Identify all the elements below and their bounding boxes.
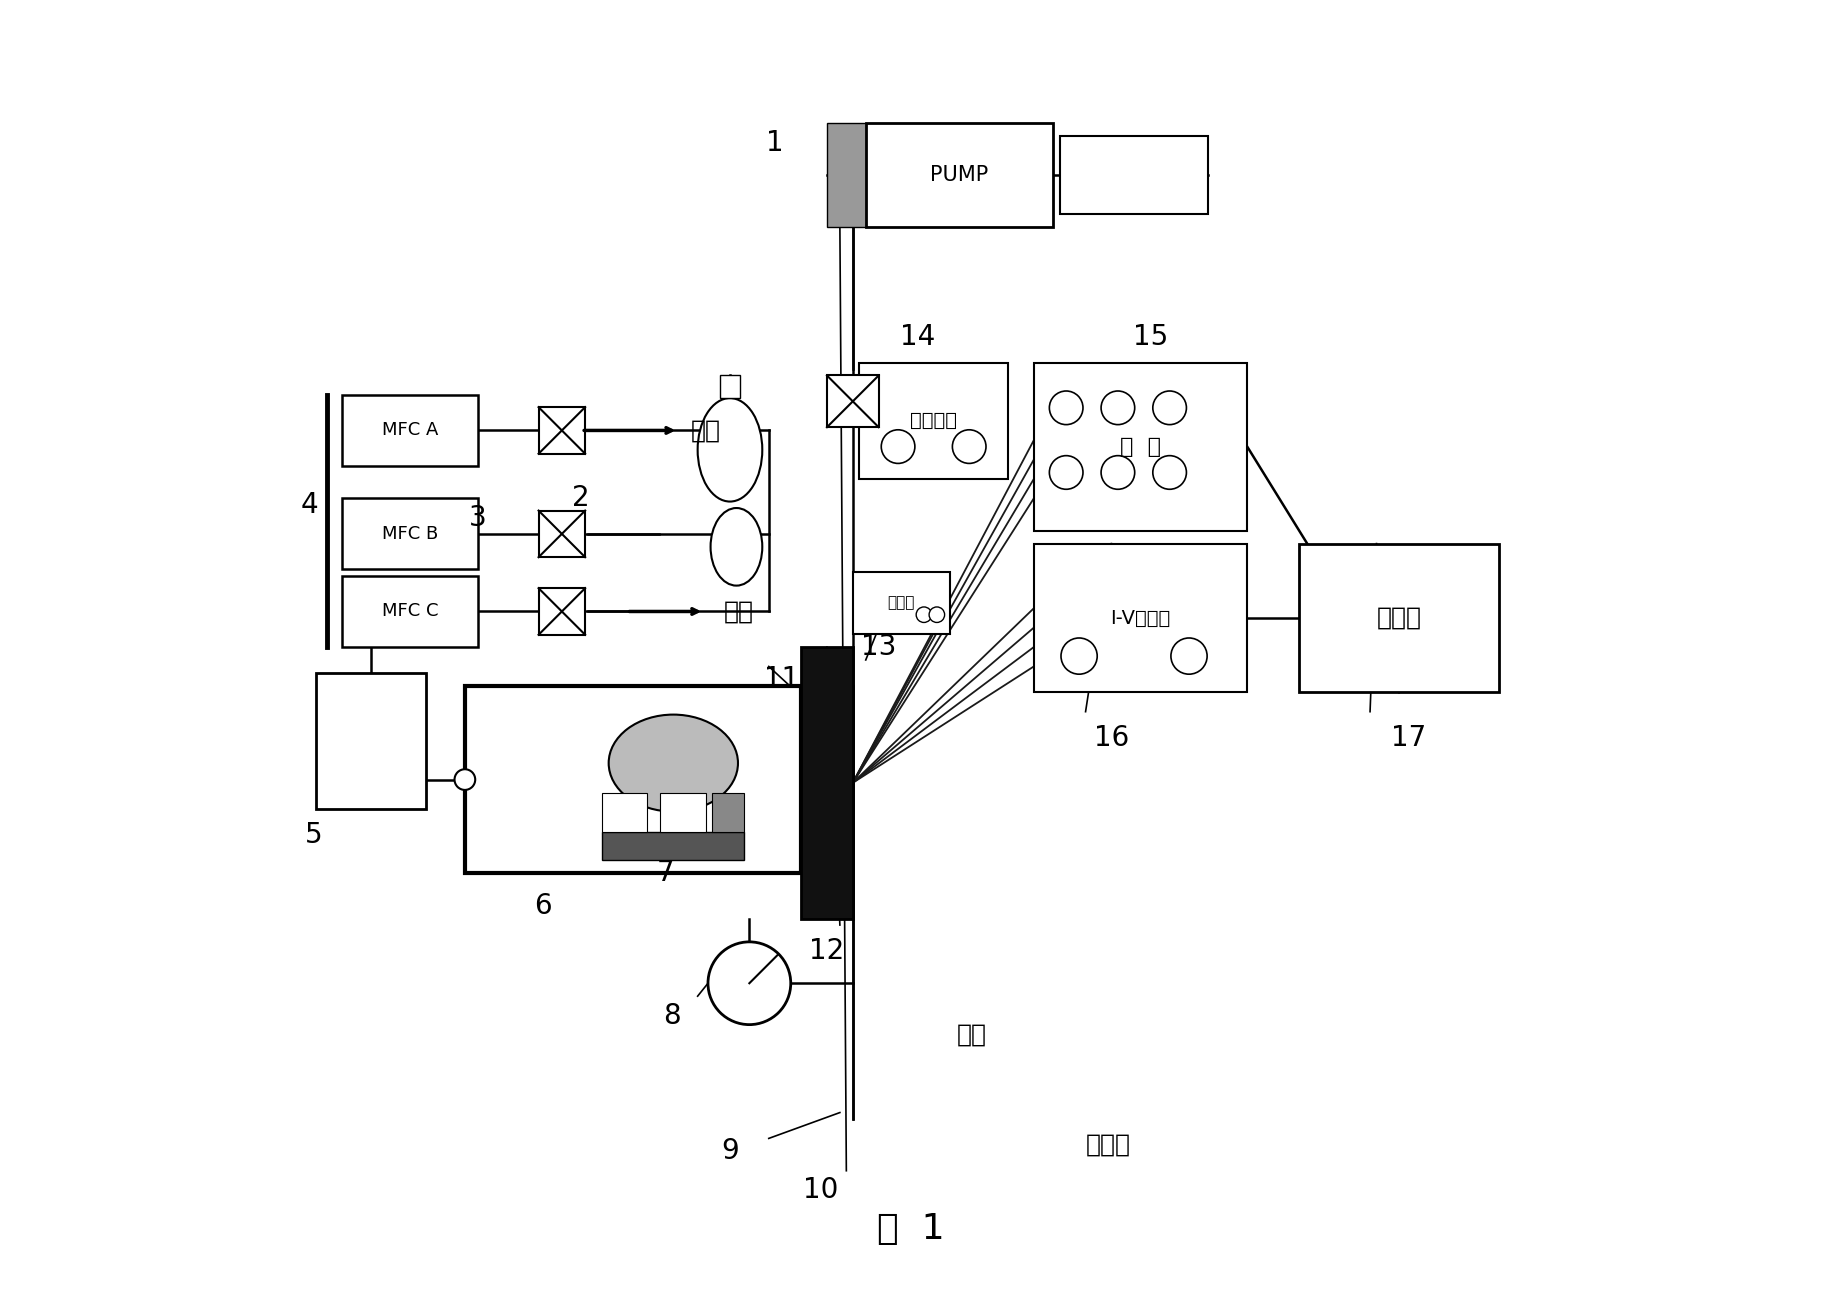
Text: 14: 14 [900, 323, 935, 350]
Bar [1033, 362, 1248, 531]
Text: 6: 6 [534, 891, 552, 920]
Circle shape [1153, 456, 1186, 489]
Circle shape [953, 430, 986, 464]
Bar [1299, 544, 1500, 693]
Text: 4: 4 [301, 491, 319, 519]
Bar [853, 572, 949, 634]
Circle shape [1049, 391, 1082, 425]
Circle shape [1153, 391, 1186, 425]
Text: MFC A: MFC A [383, 421, 437, 439]
Text: PUMP: PUMP [931, 165, 989, 186]
Circle shape [454, 770, 476, 789]
Text: 尾气: 尾气 [957, 1023, 986, 1047]
Bar [317, 673, 426, 809]
Text: 12: 12 [809, 937, 845, 965]
Text: 16: 16 [1093, 724, 1130, 752]
Text: 2: 2 [572, 485, 590, 512]
Text: 17: 17 [1392, 724, 1427, 752]
Circle shape [1060, 638, 1097, 674]
Text: 10: 10 [804, 1176, 838, 1204]
Circle shape [916, 606, 931, 622]
Bar [660, 793, 705, 833]
Circle shape [709, 942, 791, 1025]
Bar [827, 123, 865, 227]
Text: 计算机: 计算机 [1377, 606, 1421, 630]
Bar [603, 793, 647, 833]
Text: 13: 13 [862, 633, 896, 661]
Text: MFC C: MFC C [381, 603, 437, 621]
Text: I-V测试仪: I-V测试仪 [1110, 609, 1172, 627]
Text: MFC B: MFC B [383, 525, 437, 542]
Text: 9: 9 [722, 1137, 740, 1166]
Text: 11: 11 [763, 665, 800, 693]
Bar [712, 793, 745, 833]
Bar [539, 408, 585, 454]
Bar [603, 833, 745, 860]
Bar [865, 123, 1053, 227]
Text: 温  控: 温 控 [1121, 437, 1161, 456]
Text: 3: 3 [468, 503, 486, 532]
Bar [343, 576, 477, 647]
Text: 5: 5 [304, 821, 322, 848]
Text: 1: 1 [767, 128, 783, 157]
Ellipse shape [609, 715, 738, 812]
Circle shape [882, 430, 915, 464]
Bar [343, 395, 477, 467]
Text: 交流电源: 交流电源 [911, 412, 957, 430]
Bar [343, 498, 477, 570]
Bar [720, 375, 740, 399]
Circle shape [1172, 638, 1208, 674]
Bar [827, 375, 878, 427]
Ellipse shape [698, 399, 762, 502]
Bar [539, 511, 585, 557]
Bar [539, 588, 585, 635]
Text: 氢气: 氢气 [723, 600, 754, 623]
Bar [1033, 544, 1248, 693]
Bar [802, 647, 853, 919]
Ellipse shape [711, 508, 762, 586]
Bar [860, 362, 1008, 478]
Text: 抽真空: 抽真空 [1086, 1133, 1131, 1157]
Text: 8: 8 [663, 1001, 681, 1030]
Text: 可控硅: 可控硅 [887, 596, 915, 610]
Circle shape [1100, 391, 1135, 425]
Bar [465, 686, 802, 873]
Circle shape [1049, 456, 1082, 489]
Text: 氮气: 氮气 [691, 418, 722, 443]
Text: 图  1: 图 1 [876, 1212, 946, 1246]
Text: 15: 15 [1133, 323, 1168, 350]
Circle shape [1100, 456, 1135, 489]
Bar [1060, 136, 1208, 214]
Text: 7: 7 [656, 859, 674, 887]
Circle shape [929, 606, 944, 622]
